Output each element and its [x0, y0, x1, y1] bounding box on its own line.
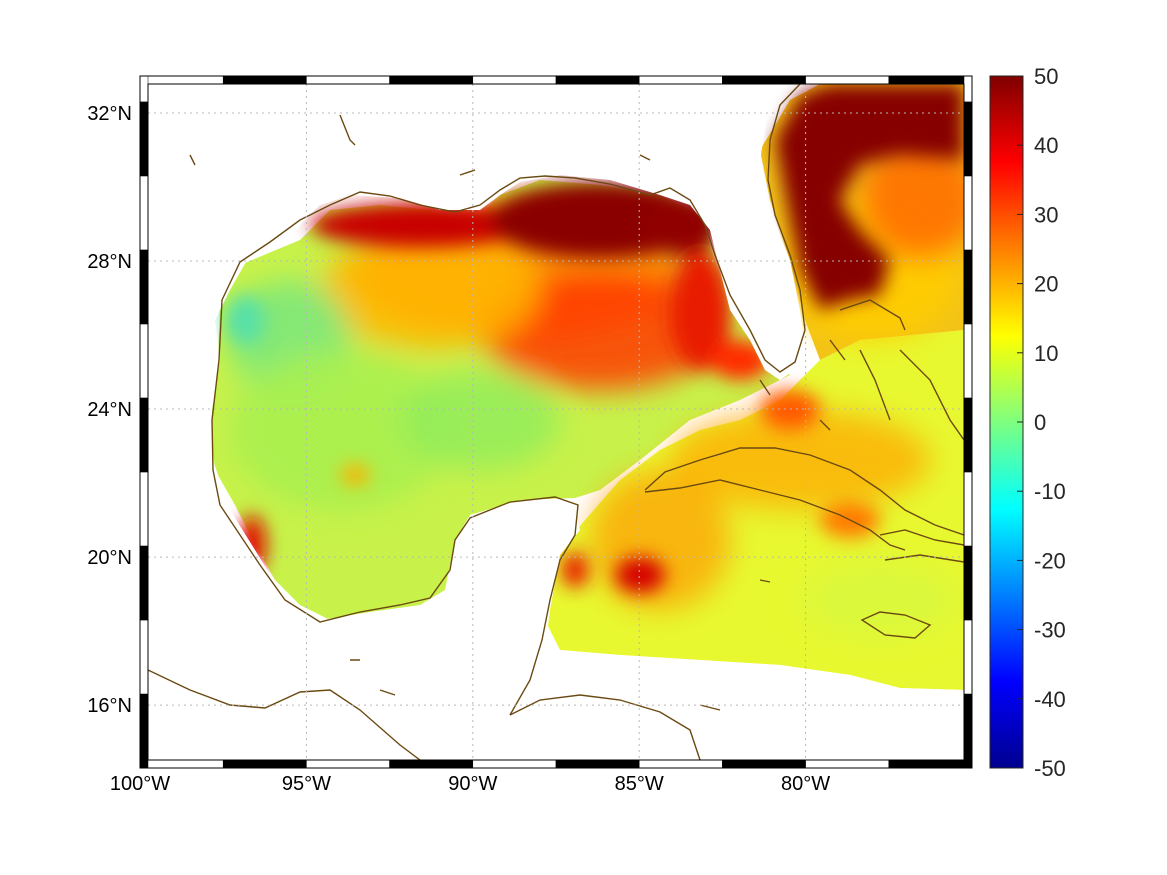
frame-segment-top — [805, 75, 890, 85]
coastline-honduras — [509, 694, 701, 760]
coastline-us-gulf — [211, 84, 806, 471]
map-frame — [139, 75, 973, 769]
frame-segment-right — [963, 545, 973, 621]
coastlines — [148, 84, 964, 760]
frame-segment-right — [963, 619, 973, 695]
frame-segment-left — [139, 75, 149, 103]
frame-segment-left — [139, 545, 149, 621]
coastline-central-america — [148, 669, 421, 760]
frame-segment-bottom — [222, 759, 307, 769]
frame-segment-left — [139, 471, 149, 547]
colorbar-tick-label: 30 — [1034, 202, 1058, 227]
map-grid — [148, 84, 964, 760]
frame-segment-right — [963, 175, 973, 251]
frame-segment-right — [963, 75, 973, 103]
coastline-small-islands — [189, 114, 831, 711]
frame-segment-right — [963, 323, 973, 399]
frame-segment-top — [638, 75, 723, 85]
lat-tick-label: 16°N — [87, 695, 132, 717]
frame-segment-right — [963, 397, 973, 473]
frame-segment-top — [722, 75, 806, 85]
frame-segment-right — [963, 249, 973, 325]
colorbar-tick-label: -30 — [1034, 618, 1066, 643]
lon-tick-label: 100°W — [110, 773, 170, 795]
map-outer-border — [139, 75, 973, 769]
colorbar-tick-label: 0 — [1034, 410, 1046, 435]
frame-segment-bottom — [888, 759, 973, 769]
frame-segment-left — [139, 323, 149, 399]
lat-tick-label: 32°N — [87, 103, 132, 125]
data-field — [148, 84, 964, 760]
coastline-jamaica — [860, 611, 932, 639]
frame-segment-bottom — [472, 759, 557, 769]
coastline-mexico — [212, 469, 579, 716]
colorbar-tick-label: -20 — [1034, 548, 1066, 573]
frame-segment-left — [139, 397, 149, 473]
frame-segment-bottom — [389, 759, 474, 769]
frame-segment-top — [306, 75, 390, 85]
frame-segment-bottom — [805, 759, 890, 769]
frame-segment-left — [139, 101, 149, 177]
colorbar-tick-label: 10 — [1034, 341, 1058, 366]
lon-tick-label: 95°W — [282, 773, 331, 795]
longitude-labels: 100°W 95°W 90°W 85°W 80°W — [110, 773, 830, 795]
frame-segment-top — [222, 75, 307, 85]
frame-segment-top — [139, 75, 224, 85]
frame-segment-right — [963, 471, 973, 547]
frame-segment-bottom — [139, 759, 224, 769]
frame-segment-bottom — [638, 759, 723, 769]
coastline-bahamas — [829, 299, 964, 441]
frame-segment-right — [963, 693, 973, 769]
colorbar-tick-label: 40 — [1034, 133, 1058, 158]
colorbar-ticks: 50 40 30 20 10 0 -10 -20 -30 -40 -50 — [1017, 64, 1066, 781]
frame-segment-left — [139, 249, 149, 325]
colorbar-tick-label: -10 — [1034, 479, 1066, 504]
frame-segment-left — [139, 175, 149, 251]
frame-segment-left — [139, 693, 149, 769]
frame-segment-bottom — [555, 759, 640, 769]
frame-segment-top — [888, 75, 973, 85]
colorbar — [989, 75, 1024, 769]
coastline-cuba — [644, 447, 964, 551]
latitude-labels: 32°N 28°N 24°N 20°N 16°N — [87, 103, 132, 717]
colorbar-tick-label: 20 — [1034, 272, 1058, 297]
coastline-hispaniola — [879, 529, 964, 563]
lon-tick-label: 90°W — [448, 773, 497, 795]
frame-segment-top — [389, 75, 474, 85]
lat-tick-label: 28°N — [87, 251, 132, 273]
atlantic-hot-zone — [775, 84, 964, 310]
land-mexico — [148, 320, 964, 760]
lat-tick-label: 20°N — [87, 547, 132, 569]
lat-tick-label: 24°N — [87, 399, 132, 421]
lon-tick-label: 80°W — [781, 773, 830, 795]
frame-segment-left — [139, 619, 149, 695]
land-usa — [148, 84, 805, 380]
frame-segment-top — [555, 75, 640, 85]
frame-segment-bottom — [306, 759, 390, 769]
lon-tick-label: 85°W — [615, 773, 664, 795]
map-inner-border — [147, 83, 965, 761]
colorbar-tick-label: -40 — [1034, 687, 1066, 712]
frame-segment-right — [963, 101, 973, 177]
colorbar-tick-label: 50 — [1034, 64, 1058, 89]
frame-segment-bottom — [722, 759, 806, 769]
frame-segment-top — [472, 75, 557, 85]
colorbar-tick-label: -50 — [1034, 756, 1066, 781]
